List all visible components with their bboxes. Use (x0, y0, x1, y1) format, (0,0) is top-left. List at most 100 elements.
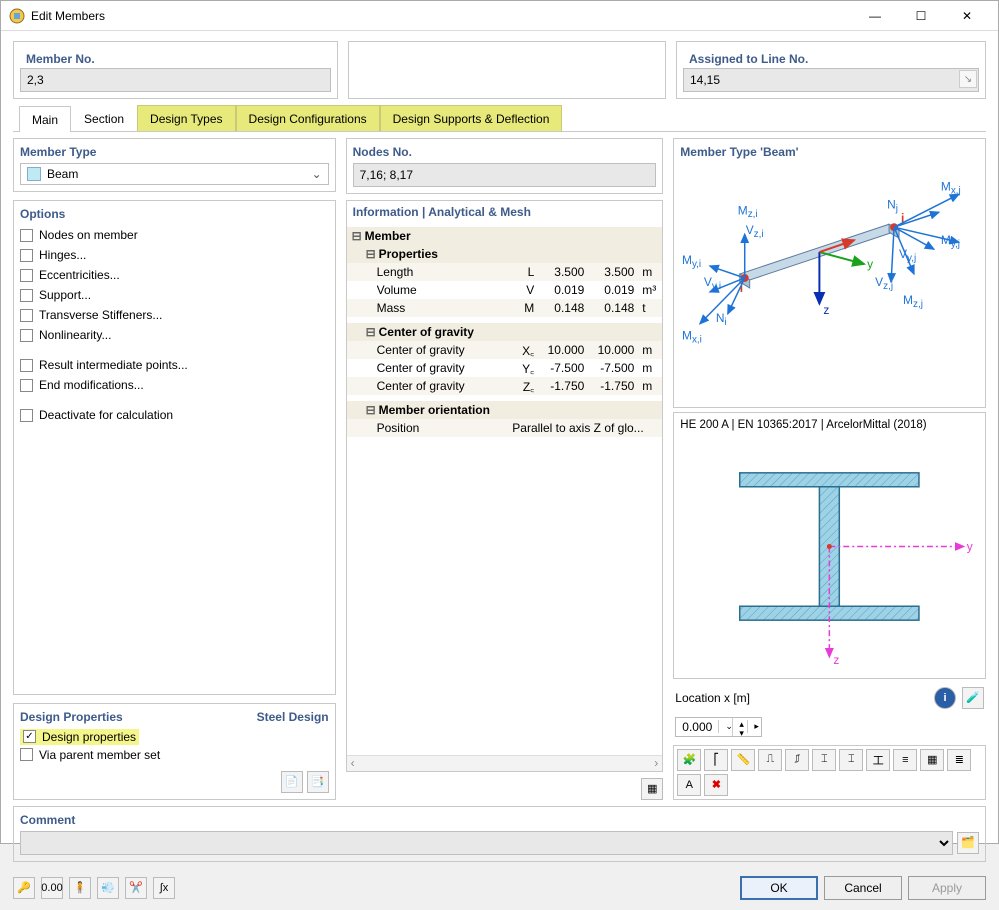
info-section: Information | Analytical & Mesh ⊟Member … (346, 200, 664, 772)
svg-text:Vy,j: Vy,j (899, 247, 916, 264)
bottom-bar: 🔑 0.00 🧍 💨 ✂️ ∫x OK Cancel Apply (1, 870, 998, 910)
bottom-icon-1[interactable]: 🔑 (13, 877, 35, 899)
right-toolbar: 🧩 ⎡ 📏 ⎍ ⎎ ⌶ ⌶ 工 ≡ ▦ ≣ A ✖ (673, 745, 986, 800)
location-stepper[interactable]: 0.000 ⌄ ▴ ▾ ▸ (675, 717, 762, 737)
bottom-toolbar: 🔑 0.00 🧍 💨 ✂️ ∫x (13, 877, 175, 899)
tabs: Main Section Design Types Design Configu… (13, 105, 986, 132)
comment-select[interactable] (20, 831, 953, 855)
app-icon (9, 8, 25, 24)
tool-1[interactable]: 🧩 (677, 749, 701, 771)
svg-text:Mx,i: Mx,i (682, 329, 702, 346)
nodes-label: Nodes No. (353, 145, 657, 159)
tool-6[interactable]: ⌶ (812, 749, 836, 771)
svg-text:z: z (834, 653, 840, 667)
location-stepper-row: 0.000 ⌄ ▴ ▾ ▸ (673, 717, 986, 741)
tool-10[interactable]: ▦ (920, 749, 944, 771)
design-properties-section: Design Properties Steel Design Design pr… (13, 703, 336, 800)
design-edit-button[interactable]: 📑 (307, 771, 329, 793)
filter-icon[interactable]: 🧪 (962, 687, 984, 709)
chk-support[interactable]: Support... (20, 285, 329, 305)
row-volume: VolumeV0.0190.019m³ (347, 281, 663, 299)
member-no-panel: Member No. (13, 41, 338, 99)
bottom-icon-4[interactable]: 💨 (97, 877, 119, 899)
nodes-input[interactable] (353, 163, 657, 187)
row-cog-z: Center of gravityZ꜀-1.750-1.750m (347, 377, 663, 395)
nodes-section: Nodes No. (346, 138, 664, 194)
svg-text:Mz,j: Mz,j (903, 293, 923, 310)
close-button[interactable]: ✕ (944, 1, 990, 31)
tool-11[interactable]: ≣ (947, 749, 971, 771)
info-icon[interactable]: i (934, 687, 956, 709)
svg-text:Vz,i: Vz,i (746, 223, 764, 240)
bottom-icon-6[interactable]: ∫x (153, 877, 175, 899)
member-type-select[interactable]: Beam ⌄ (20, 163, 329, 185)
assigned-line-label: Assigned to Line No. (683, 48, 979, 68)
design-properties-label: Design Properties (20, 710, 123, 724)
chk-nodes-on-member[interactable]: Nodes on member (20, 225, 329, 245)
bottom-icon-3[interactable]: 🧍 (69, 877, 91, 899)
minimize-button[interactable]: — (852, 1, 898, 31)
titlebar: Edit Members — ☐ ✕ (1, 1, 998, 31)
chk-eccentricities[interactable]: Eccentricities... (20, 265, 329, 285)
chk-deactivate[interactable]: Deactivate for calculation (20, 405, 329, 425)
row-position: PositionParallel to axis Z of glo... (347, 419, 663, 437)
tree-cog[interactable]: ⊟Center of gravity (347, 323, 663, 341)
tool-9[interactable]: ≡ (893, 749, 917, 771)
tab-section[interactable]: Section (71, 105, 137, 131)
tab-design-supports[interactable]: Design Supports & Deflection (380, 105, 563, 131)
chk-design-properties[interactable]: Design properties (20, 729, 139, 745)
tool-5[interactable]: ⎎ (785, 749, 809, 771)
comment-catalog-button[interactable]: 🗂️ (957, 832, 979, 854)
tool-12[interactable]: A (677, 774, 701, 796)
tab-design-configurations[interactable]: Design Configurations (236, 105, 380, 131)
apply-button[interactable]: Apply (908, 876, 986, 900)
row-mass: MassM0.1480.148t (347, 299, 663, 317)
svg-text:y: y (967, 539, 973, 553)
section-diagram: y z (680, 433, 979, 672)
tab-design-types[interactable]: Design Types (137, 105, 236, 131)
info-grid-button[interactable]: ▦ (641, 778, 663, 800)
row-cog-x: Center of gravityX꜀10.00010.000m (347, 341, 663, 359)
info-hscroll[interactable]: ‹› (347, 755, 663, 771)
tool-4[interactable]: ⎍ (758, 749, 782, 771)
chk-end-modifications[interactable]: End modifications... (20, 375, 329, 395)
design-new-button[interactable]: 📄 (281, 771, 303, 793)
beam-diagram: y z i j (680, 159, 979, 389)
svg-text:Vy,i: Vy,i (704, 275, 721, 292)
svg-text:Mx,j: Mx,j (941, 179, 961, 196)
bottom-icon-5[interactable]: ✂️ (125, 877, 147, 899)
svg-text:Ni: Ni (716, 311, 727, 328)
chk-transverse-stiffeners[interactable]: Transverse Stiffeners... (20, 305, 329, 325)
chk-result-intermediate[interactable]: Result intermediate points... (20, 355, 329, 375)
assigned-line-input[interactable] (683, 68, 979, 92)
tab-main[interactable]: Main (19, 106, 71, 132)
tree-member[interactable]: ⊟Member (347, 227, 663, 245)
chk-via-parent-member-set[interactable]: Via parent member set (20, 745, 329, 765)
top-row: Member No. Assigned to Line No. ↘ (13, 41, 986, 99)
chk-hinges[interactable]: Hinges... (20, 245, 329, 265)
main-area: Member Type Beam ⌄ Options Nodes on memb… (13, 138, 986, 800)
row-cog-y: Center of gravityY꜀-7.500-7.500m (347, 359, 663, 377)
member-no-input[interactable] (20, 68, 331, 92)
tree-orientation[interactable]: ⊟Member orientation (347, 401, 663, 419)
maximize-button[interactable]: ☐ (898, 1, 944, 31)
svg-text:Nj: Nj (887, 197, 898, 214)
chevron-down-icon: ⌄ (312, 167, 322, 181)
info-tree[interactable]: ⊟Member ⊟Properties LengthL3.5003.500m V… (347, 227, 663, 755)
tool-7[interactable]: ⌶ (839, 749, 863, 771)
comment-label: Comment (20, 813, 979, 827)
tool-delete[interactable]: ✖ (704, 774, 728, 796)
tool-3[interactable]: 📏 (731, 749, 755, 771)
bottom-icon-2[interactable]: 0.00 (41, 877, 63, 899)
clear-assigned-button[interactable]: ↘ (959, 70, 977, 88)
member-type-section: Member Type Beam ⌄ (13, 138, 336, 192)
cancel-button[interactable]: Cancel (824, 876, 902, 900)
tool-2[interactable]: ⎡ (704, 749, 728, 771)
section-preview-panel: HE 200 A | EN 10365:2017 | ArcelorMittal… (673, 412, 986, 679)
tool-8[interactable]: 工 (866, 749, 890, 771)
tree-properties[interactable]: ⊟Properties (347, 245, 663, 263)
ok-button[interactable]: OK (740, 876, 818, 900)
chk-nonlinearity[interactable]: Nonlinearity... (20, 325, 329, 345)
beam-preview-label: Member Type 'Beam' (680, 145, 979, 159)
svg-text:y: y (867, 257, 873, 271)
